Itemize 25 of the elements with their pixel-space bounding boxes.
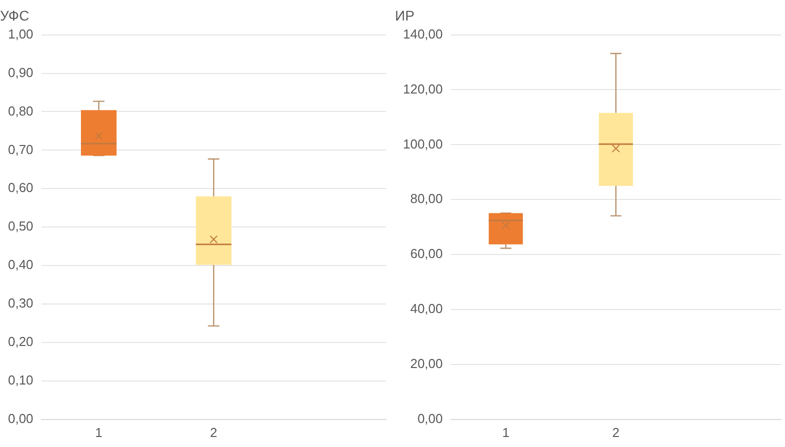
y-tick-label: 0,00 bbox=[8, 410, 34, 426]
y-tick-label: 120,00 bbox=[402, 81, 443, 96]
chart-title: ИР bbox=[395, 7, 414, 24]
x-tick-label: 2 bbox=[210, 424, 218, 440]
x-tick-label: 2 bbox=[612, 424, 620, 440]
x-tick-label: 1 bbox=[95, 424, 102, 440]
y-tick-label: 0,50 bbox=[8, 218, 34, 234]
chart-title: УФС bbox=[0, 7, 30, 24]
y-tick-label: 20,00 bbox=[410, 356, 443, 372]
y-tick-label: 1,00 bbox=[8, 26, 34, 42]
y-tick-label: 0,20 bbox=[8, 334, 34, 350]
y-tick-label: 0,80 bbox=[8, 103, 34, 118]
y-tick-label: 0,40 bbox=[8, 257, 34, 272]
y-tick-label: 40,00 bbox=[410, 301, 443, 316]
y-tick-label: 0,90 bbox=[8, 64, 34, 80]
y-tick-label: 0,70 bbox=[8, 142, 34, 157]
y-tick-label: 60,00 bbox=[410, 246, 443, 262]
y-tick-label: 0,30 bbox=[8, 296, 34, 311]
y-tick-label: 0,00 bbox=[417, 410, 443, 426]
y-tick-label: 100,00 bbox=[402, 136, 443, 152]
y-tick-label: 0,60 bbox=[8, 180, 34, 196]
y-tick-label: 0,10 bbox=[8, 372, 34, 388]
y-tick-label: 140,00 bbox=[402, 26, 443, 42]
x-tick-label: 1 bbox=[502, 424, 510, 440]
y-tick-label: 80,00 bbox=[410, 191, 443, 206]
